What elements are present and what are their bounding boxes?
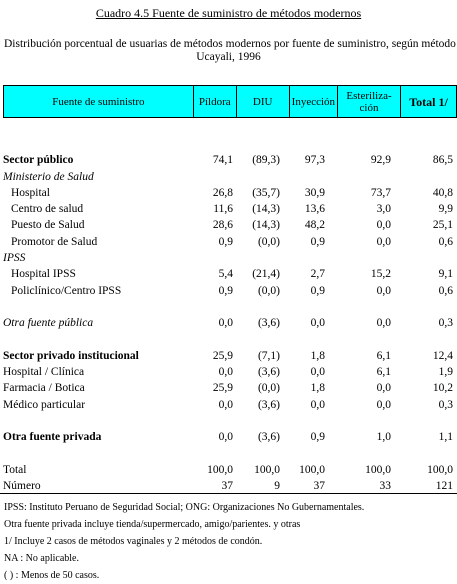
table-row: Sector privado institucional 25,9 (7,1) 1,8… xyxy=(3,348,455,364)
footnote: 1/ Incluye 2 casos de métodos vaginales … xyxy=(4,536,263,548)
footnotes: IPSS: Instituto Peruano de Seguridad Soc… xyxy=(4,499,454,584)
table-row: Promotor de Salud 0,9 (0,0) 0,9 0,0 0,6 xyxy=(3,234,455,250)
row-label xyxy=(3,413,189,429)
table-row: Número 37 9 37 33 121 xyxy=(3,478,455,494)
table-bottom-rule xyxy=(0,493,457,494)
row-label: Número xyxy=(3,480,41,493)
table-row: Centro de salud 11,6 (14,3) 13,6 3,0 9,9 xyxy=(3,201,455,217)
footnote: Otra fuente privada incluye tienda/super… xyxy=(4,519,301,531)
row-label: Sector público xyxy=(3,154,74,167)
table-row xyxy=(3,332,455,348)
row-label: Médico particular xyxy=(3,398,86,411)
row-label: IPSS xyxy=(3,252,26,265)
table-row: Policlínico/Centro IPSS 0,9 (0,0) 0,9 0,0 0,6 xyxy=(3,283,455,299)
table-row: Hospital IPSS 5,4 (21,4) 2,7 15,2 9,1 xyxy=(3,266,455,282)
row-label: Hospital / Clínica xyxy=(3,366,85,379)
table-row: Otra fuente pública 0,0 (3,6) 0,0 0,0 0,3 xyxy=(3,315,455,331)
row-label: Policlínico/Centro IPSS xyxy=(11,284,122,297)
row-label: Total xyxy=(3,463,27,476)
footnote: ( ) : Menos de 50 casos. xyxy=(4,570,100,582)
row-label: Hospital IPSS xyxy=(11,268,76,281)
header-injection: Inyección xyxy=(288,85,339,118)
footnote: NA : No aplicable. xyxy=(4,553,79,565)
header-source: Fuente de suministro xyxy=(3,85,194,118)
table-title: Cuadro 4.5 Fuente de suministro de métod… xyxy=(95,6,362,20)
row-label: Hospital xyxy=(11,186,50,199)
table-row xyxy=(3,413,455,429)
table-row xyxy=(3,446,455,462)
row-label xyxy=(3,446,189,462)
row-label: Otra fuente privada xyxy=(3,431,102,444)
row-label: Otra fuente pública xyxy=(3,317,94,330)
header-iud: DIU xyxy=(235,85,290,118)
table-row: Otra fuente privada 0,0 (3,6) 0,9 1,0 1,1 xyxy=(3,429,455,445)
table-row: Farmacia / Botica 25,9 (0,0) 1,8 0,0 10,2 xyxy=(3,380,455,396)
row-label: Promotor de Salud xyxy=(11,235,98,248)
footnote: IPSS: Instituto Peruano de Seguridad Soc… xyxy=(4,502,365,513)
row-label: Puesto de Salud xyxy=(11,219,85,232)
table-row xyxy=(3,299,455,315)
table-subtitle: Distribución porcentual de usuarias de m… xyxy=(4,38,456,50)
table-row: Hospital / Clínica 0,0 (3,6) 0,0 6,1 1,9 xyxy=(3,364,455,380)
header-total: Total 1/ xyxy=(400,85,457,118)
table-row: Ministerio de Salud xyxy=(3,169,455,185)
row-label xyxy=(3,332,189,348)
table-row: Sector público 74,1 (89,3) 97,3 92,9 86,5 xyxy=(3,152,455,168)
table-row xyxy=(3,136,455,152)
row-label: Sector privado institucional xyxy=(3,349,139,362)
table-row: Puesto de Salud 28,6 (14,3) 48,2 0,0 25,1 xyxy=(3,217,455,233)
row-label: Centro de salud xyxy=(11,203,84,216)
column-header: Fuente de suministro Píldora DIU Inyecci… xyxy=(3,85,457,118)
header-sterilization: Esteriliza-ción xyxy=(337,85,402,118)
table-row: IPSS xyxy=(3,250,455,266)
table-row: Médico particular 0,0 (3,6) 0,0 0,0 0,3 xyxy=(3,397,455,413)
row-label: Farmacia / Botica xyxy=(3,382,85,395)
row-label xyxy=(3,136,189,152)
row-label: Ministerio de Salud xyxy=(3,170,94,183)
table-subtitle-region: Ucayali, 1996 xyxy=(196,51,261,63)
row-label xyxy=(3,299,189,315)
header-pill: Píldora xyxy=(192,85,237,118)
table-row: Hospital 26,8 (35,7) 30,9 73,7 40,8 xyxy=(3,185,455,201)
table-row: Total 100,0 100,0 100,0 100,0 100,0 xyxy=(3,462,455,478)
data-table: Sector público 74,1 (89,3) 97,3 92,9 86,5 Min… xyxy=(3,136,455,495)
